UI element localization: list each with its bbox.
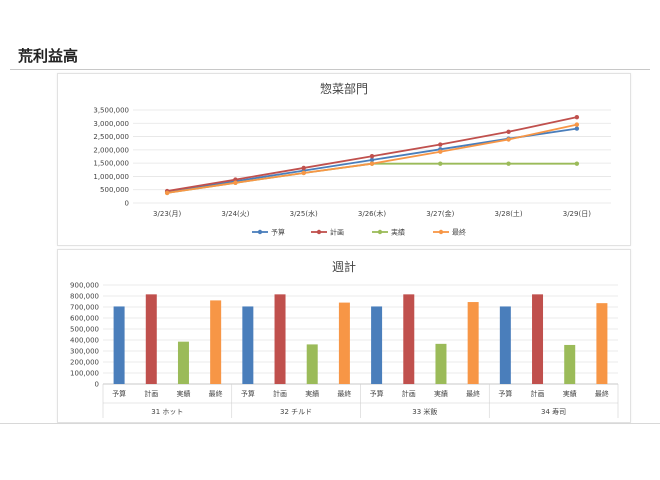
bar xyxy=(210,300,222,384)
y-tick-label: 1,000,000 xyxy=(93,173,129,181)
bar-category-label: 最終 xyxy=(209,389,223,398)
data-point xyxy=(164,190,170,196)
bar xyxy=(532,294,544,384)
bar-category-label: 予算 xyxy=(370,389,384,398)
x-tick-label: 3/27(金) xyxy=(426,209,454,218)
y-tick-label: 500,000 xyxy=(70,326,99,334)
legend-label: 計画 xyxy=(330,228,344,237)
bottom-divider xyxy=(0,423,660,424)
y-tick-label: 600,000 xyxy=(70,315,99,323)
bar-category-label: 実績 xyxy=(305,389,319,398)
bar-category-label: 予算 xyxy=(112,389,126,398)
y-tick-label: 400,000 xyxy=(70,337,99,345)
data-point xyxy=(438,142,443,147)
bar-category-label: 予算 xyxy=(241,389,255,398)
y-tick-label: 2,500,000 xyxy=(93,133,129,141)
y-tick-label: 3,500,000 xyxy=(93,107,129,115)
legend-marker xyxy=(377,229,383,235)
legend-label: 実績 xyxy=(391,228,405,237)
bar xyxy=(306,344,318,384)
x-tick-label: 3/28(土) xyxy=(494,209,522,218)
y-tick-label: 3,000,000 xyxy=(93,120,129,128)
y-tick-label: 800,000 xyxy=(70,293,99,301)
y-tick-label: 0 xyxy=(125,200,129,208)
line-chart: 惣菜部門 0 500,000 1,000,000 1,500,000 2,000,000 2… xyxy=(93,81,611,237)
y-tick-label: 200,000 xyxy=(70,359,99,367)
bar-category-label: 実績 xyxy=(563,389,577,398)
data-point xyxy=(438,149,443,154)
y-tick-label: 0 xyxy=(95,381,99,389)
legend-marker xyxy=(438,229,444,235)
bar-chart: 週計 0 100,000 200,000 300,000 400,000 500,000 60… xyxy=(70,259,619,418)
bar xyxy=(371,306,383,384)
data-point xyxy=(506,161,511,166)
data-point xyxy=(438,161,443,166)
bar xyxy=(403,294,415,384)
data-point xyxy=(301,165,306,171)
bar xyxy=(113,306,125,384)
group-label: 31 ホット xyxy=(151,408,183,416)
y-tick-label: 900,000 xyxy=(70,282,99,290)
bar xyxy=(435,343,447,384)
bar xyxy=(596,303,608,384)
bar xyxy=(467,302,479,384)
bar xyxy=(338,302,350,384)
page-title: 荒利益高 xyxy=(18,47,79,65)
x-tick-label: 3/26(木) xyxy=(358,209,386,218)
bar xyxy=(564,344,576,384)
group-label: 32 チルド xyxy=(280,408,312,416)
y-tick-label: 100,000 xyxy=(70,370,99,378)
title-divider xyxy=(10,69,650,70)
series-line-3 xyxy=(167,162,577,194)
bar xyxy=(145,294,157,384)
x-tick-label: 3/29(日) xyxy=(563,210,591,218)
legend-label: 最終 xyxy=(452,228,466,237)
data-point xyxy=(574,122,580,127)
bar-category-label: 計画 xyxy=(402,389,416,398)
legend-marker xyxy=(257,229,263,235)
bar xyxy=(177,341,189,384)
data-point xyxy=(369,161,375,166)
group-label: 34 寿司 xyxy=(541,407,566,416)
bar xyxy=(274,294,286,384)
bar xyxy=(499,306,511,384)
bar xyxy=(242,306,254,384)
bar-category-label: 最終 xyxy=(595,389,609,398)
data-point xyxy=(233,177,238,182)
y-tick-label: 300,000 xyxy=(70,348,99,356)
x-tick-label: 3/23(月) xyxy=(153,210,181,218)
line-chart-panel: 惣菜部門 0 500,000 1,000,000 1,500,000 2,000,000 2… xyxy=(57,73,631,246)
y-tick-label: 500,000 xyxy=(100,186,129,194)
group-label: 33 米飯 xyxy=(412,407,437,416)
data-point xyxy=(506,137,511,142)
legend-marker xyxy=(316,229,322,235)
data-point xyxy=(233,180,238,186)
x-tick-label: 3/25(水) xyxy=(290,209,318,218)
bar-category-label: 最終 xyxy=(466,389,480,398)
data-point xyxy=(574,114,580,120)
chart-title: 週計 xyxy=(332,259,356,274)
bar-category-label: 計画 xyxy=(273,389,287,398)
data-point xyxy=(506,129,511,134)
data-point xyxy=(369,157,375,163)
y-tick-label: 1,500,000 xyxy=(93,160,129,168)
x-tick-label: 3/24(火) xyxy=(221,210,249,218)
bar-category-label: 実績 xyxy=(434,389,448,398)
legend-label: 予算 xyxy=(271,228,285,237)
bar-category-label: 実績 xyxy=(176,389,190,398)
chart-title: 惣菜部門 xyxy=(320,81,368,96)
data-point xyxy=(574,161,580,166)
bar-category-label: 最終 xyxy=(337,389,351,398)
data-point xyxy=(301,170,306,176)
data-point xyxy=(574,126,580,131)
y-tick-label: 700,000 xyxy=(70,304,99,312)
bar-category-label: 計画 xyxy=(144,389,158,398)
bar-category-label: 計画 xyxy=(531,389,545,398)
bar-category-label: 予算 xyxy=(498,389,512,398)
data-point xyxy=(369,154,375,159)
bar-chart-panel: 週計 0 100,000 200,000 300,000 400,000 500,000 60… xyxy=(57,249,631,423)
y-tick-label: 2,000,000 xyxy=(93,146,129,154)
